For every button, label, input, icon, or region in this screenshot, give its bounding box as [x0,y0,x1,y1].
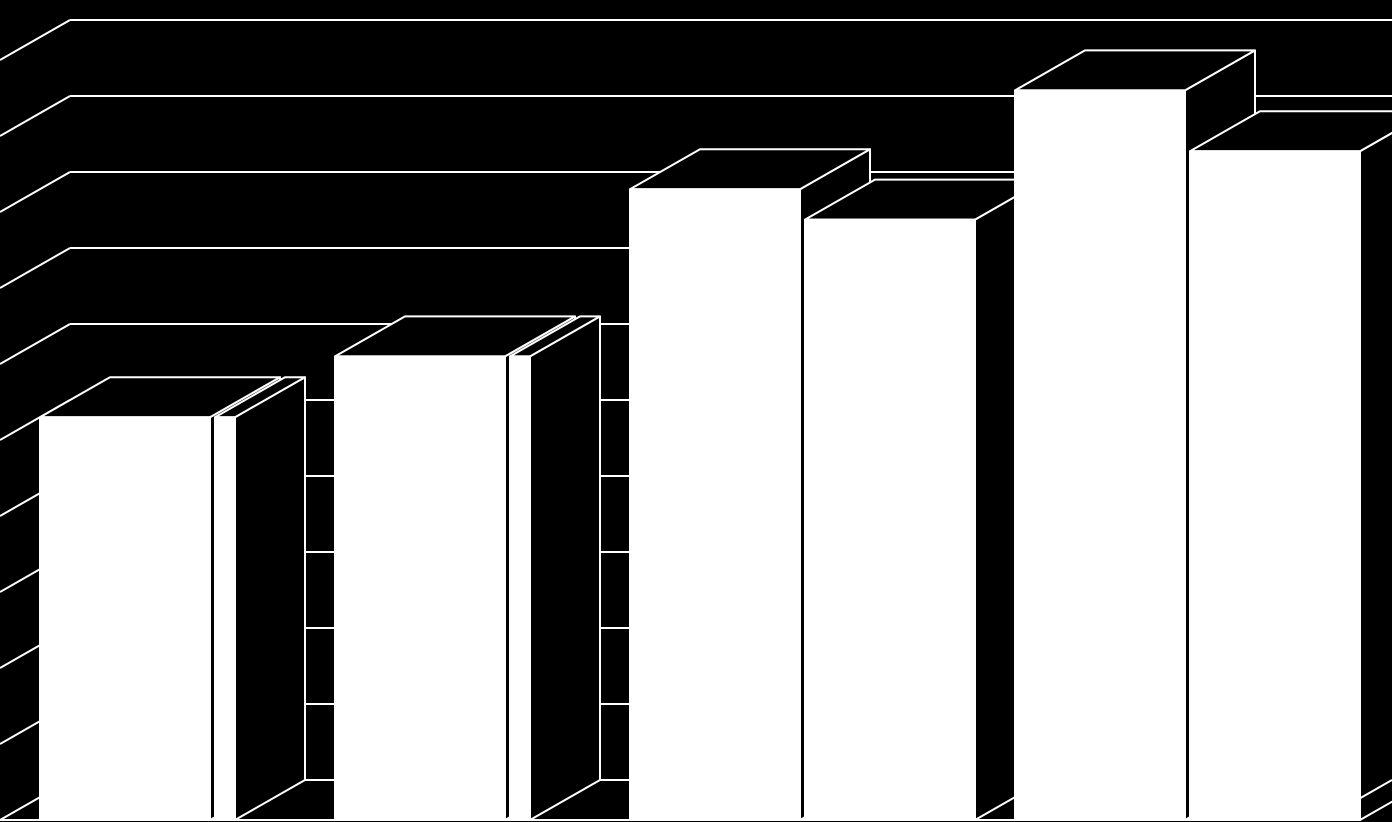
bar-chart-3d [0,0,1392,822]
bar [215,377,305,820]
bars [40,50,1392,820]
bar [805,180,1045,820]
bar [1190,111,1392,820]
bar [510,316,600,820]
